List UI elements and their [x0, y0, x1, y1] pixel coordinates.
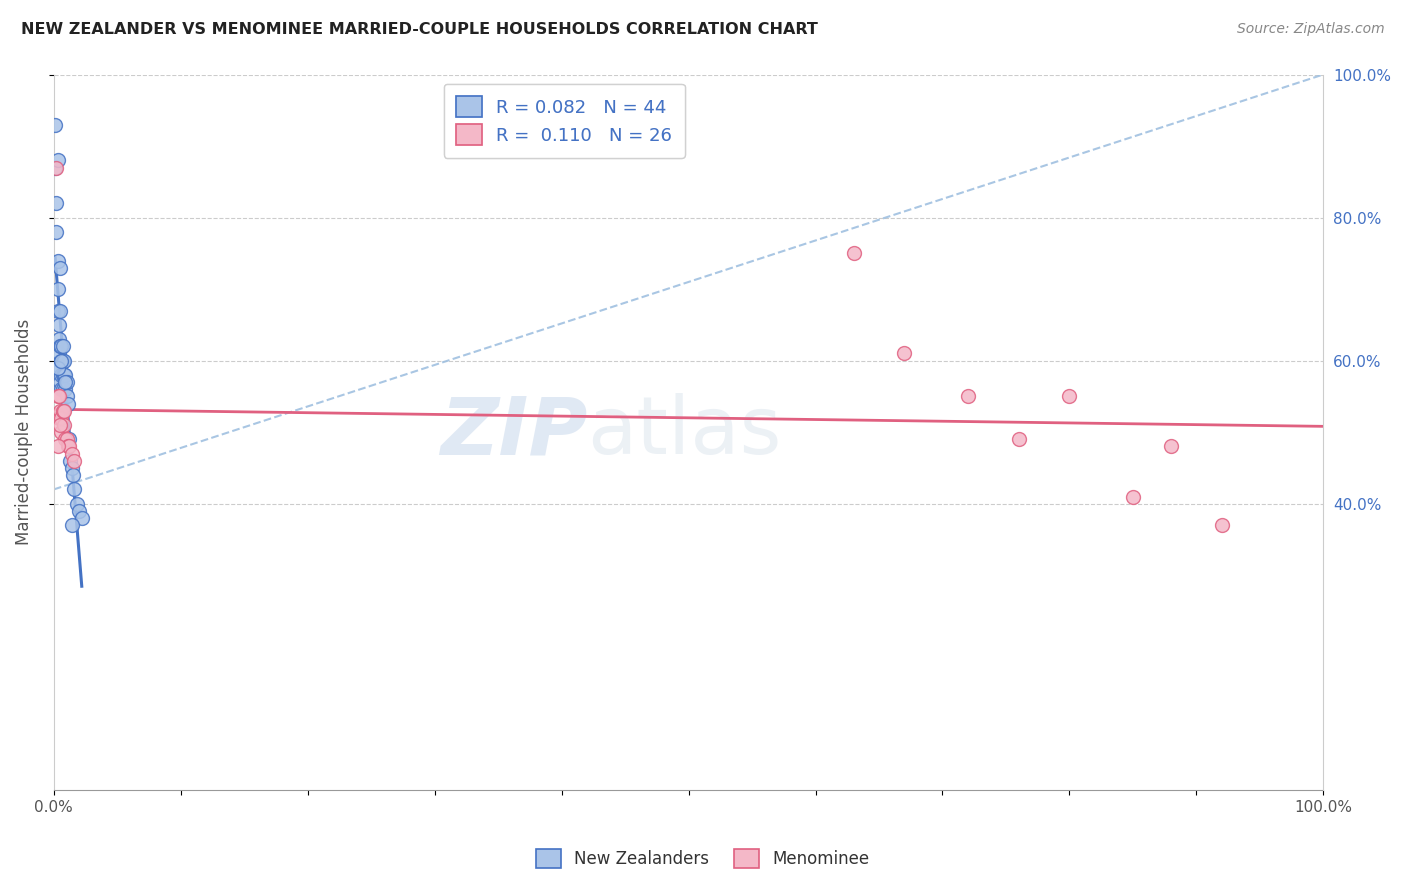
Point	[53, 368, 76, 382]
Point	[1160, 440, 1182, 454]
Point	[56, 440, 79, 454]
Point	[52, 403, 75, 417]
Text: atlas: atlas	[586, 393, 782, 471]
Point	[49, 375, 72, 389]
Point	[66, 497, 89, 511]
Point	[48, 318, 70, 332]
Point	[58, 433, 80, 447]
Point	[55, 389, 77, 403]
Point	[51, 410, 73, 425]
Point	[58, 440, 80, 454]
Point	[45, 196, 67, 211]
Point	[46, 253, 69, 268]
Point	[56, 396, 79, 410]
Point	[51, 353, 73, 368]
Point	[60, 461, 83, 475]
Point	[52, 368, 75, 382]
Point	[53, 382, 76, 396]
Text: NEW ZEALANDER VS MENOMINEE MARRIED-COUPLE HOUSEHOLDS CORRELATION CHART: NEW ZEALANDER VS MENOMINEE MARRIED-COUPL…	[21, 22, 818, 37]
Point	[48, 410, 70, 425]
Point	[52, 339, 75, 353]
Point	[956, 389, 979, 403]
Point	[49, 360, 72, 375]
Point	[53, 353, 76, 368]
Point	[51, 339, 73, 353]
Point	[53, 417, 76, 432]
Point	[44, 118, 66, 132]
Point	[46, 153, 69, 168]
Point	[53, 433, 76, 447]
Point	[1059, 389, 1081, 403]
Point	[893, 346, 915, 360]
Point	[52, 382, 75, 396]
Legend: New Zealanders, Menominee: New Zealanders, Menominee	[530, 842, 876, 875]
Point	[51, 382, 73, 396]
Point	[67, 504, 90, 518]
Point	[51, 425, 73, 440]
Point	[51, 368, 73, 382]
Legend: R = 0.082   N = 44, R =  0.110   N = 26: R = 0.082 N = 44, R = 0.110 N = 26	[444, 84, 685, 158]
Point	[55, 375, 77, 389]
Point	[45, 225, 67, 239]
Point	[46, 389, 69, 403]
Point	[45, 161, 67, 175]
Point	[46, 303, 69, 318]
Point	[48, 389, 70, 403]
Point	[63, 454, 86, 468]
Point	[842, 246, 865, 260]
Point	[60, 447, 83, 461]
Point	[48, 332, 70, 346]
Point	[1122, 490, 1144, 504]
Text: Source: ZipAtlas.com: Source: ZipAtlas.com	[1237, 22, 1385, 37]
Point	[46, 440, 69, 454]
Point	[46, 360, 69, 375]
Point	[49, 417, 72, 432]
Point	[49, 339, 72, 353]
Point	[1007, 433, 1029, 447]
Y-axis label: Married-couple Households: Married-couple Households	[15, 319, 32, 545]
Point	[51, 353, 73, 368]
Point	[49, 303, 72, 318]
Point	[55, 433, 77, 447]
Point	[63, 483, 86, 497]
Point	[53, 403, 76, 417]
Point	[46, 282, 69, 296]
Point	[1211, 518, 1233, 533]
Point	[44, 161, 66, 175]
Point	[53, 368, 76, 382]
Point	[52, 353, 75, 368]
Point	[49, 260, 72, 275]
Point	[60, 518, 83, 533]
Text: ZIP: ZIP	[440, 393, 586, 471]
Point	[70, 511, 93, 525]
Point	[49, 403, 72, 417]
Point	[48, 360, 70, 375]
Point	[62, 468, 84, 483]
Point	[53, 375, 76, 389]
Point	[59, 454, 82, 468]
Point	[48, 346, 70, 360]
